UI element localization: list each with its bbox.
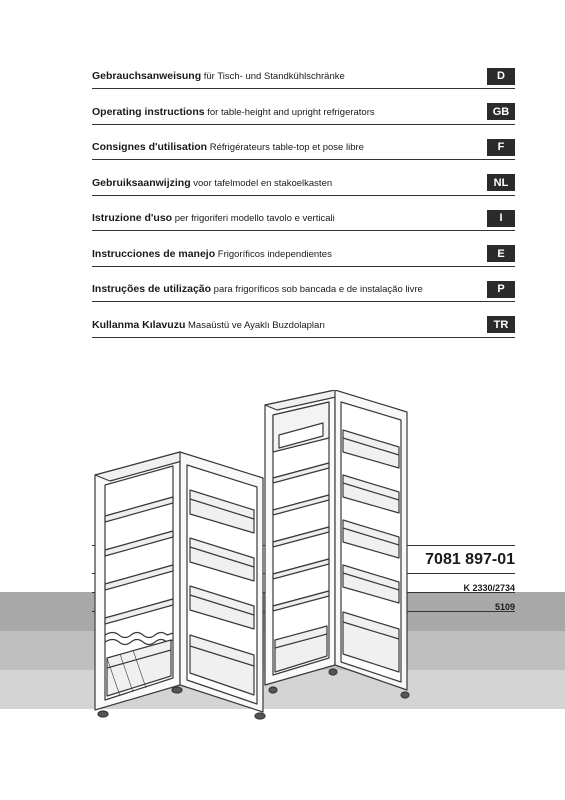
ref-main-number: 7081 897-01 [425,551,515,568]
instruction-line-f: Consignes d'utilisation Réfrigérateurs t… [92,141,515,153]
instruction-bold: Kullanma Kılavuzu [92,319,185,331]
lang-badge-nl: NL [487,174,515,191]
instruction-divider [92,195,515,196]
instruction-bold: Gebruiksaanwijzing [92,177,191,189]
instruction-regular: Frigoríficos independientes [215,249,332,260]
instruction-regular: for table-height and upright refrigerato… [205,107,375,118]
instruction-text: Kullanma Kılavuzu Masaüstü ve Ayaklı Buz… [92,319,515,331]
lang-badge-gb: GB [487,103,515,120]
instruction-bold: Istruzione d'uso [92,212,172,224]
instruction-text: Operating instructions for table-height … [92,106,515,118]
instruction-text: Instruções de utilização para frigorífic… [92,283,515,295]
instruction-divider [92,301,515,302]
instruction-regular: Masaüstü ve Ayaklı Buzdolapları [185,320,325,331]
lang-badge-e: E [487,245,515,262]
lang-badge-f: F [487,139,515,156]
instruction-line-nl: Gebruiksaanwijzing voor tafelmodel en st… [92,177,515,189]
instruction-text: Gebruiksaanwijzing voor tafelmodel en st… [92,177,515,189]
instruction-line-gb: Operating instructions for table-height … [92,106,515,118]
instruction-text: Instrucciones de manejo Frigoríficos ind… [92,248,515,260]
fridge-svg [85,390,425,720]
instruction-regular: para frigoríficos sob bancada e de insta… [211,284,423,295]
lang-badge-i: I [487,210,515,227]
instruction-regular: per frigoriferi modello tavolo e vertica… [172,213,335,224]
reference-model: K 2330/2734 [463,578,515,596]
instruction-regular: voor tafelmodel en stakoelkasten [191,178,333,189]
instruction-bold: Instrucciones de manejo [92,248,215,260]
instruction-divider [92,266,515,267]
instruction-line-tr: Kullanma Kılavuzu Masaüstü ve Ayaklı Buz… [92,319,515,331]
fridge-illustration [85,390,425,720]
instruction-divider [92,124,515,125]
instruction-line-i: Istruzione d'uso per frigoriferi modello… [92,212,515,224]
instruction-text: Consignes d'utilisation Réfrigérateurs t… [92,141,515,153]
instruction-text: Gebrauchsanweisung für Tisch- und Standk… [92,70,515,82]
instruction-divider [92,159,515,160]
instruction-divider [92,88,515,89]
instruction-line-p: Instruções de utilização para frigorífic… [92,283,515,295]
instruction-bold: Operating instructions [92,106,205,118]
lang-badge-d: D [487,68,515,85]
instruction-line-d: Gebrauchsanweisung für Tisch- und Standk… [92,70,515,82]
instruction-regular: Réfrigérateurs table-top et pose libre [207,142,364,153]
lang-badge-tr: TR [487,316,515,333]
lang-badge-p: P [487,281,515,298]
instruction-line-e: Instrucciones de manejo Frigoríficos ind… [92,248,515,260]
instruction-divider [92,337,515,338]
instruction-divider [92,230,515,231]
reference-main: 7081 897-01 [425,551,515,569]
instruction-regular: für Tisch- und Standkühlschränke [201,71,345,82]
instruction-text: Istruzione d'uso per frigoriferi modello… [92,212,515,224]
reference-sub: 5109 [495,597,515,615]
instruction-bold: Instruções de utilização [92,283,211,295]
instruction-bold: Consignes d'utilisation [92,141,207,153]
instruction-bold: Gebrauchsanweisung [92,70,201,82]
